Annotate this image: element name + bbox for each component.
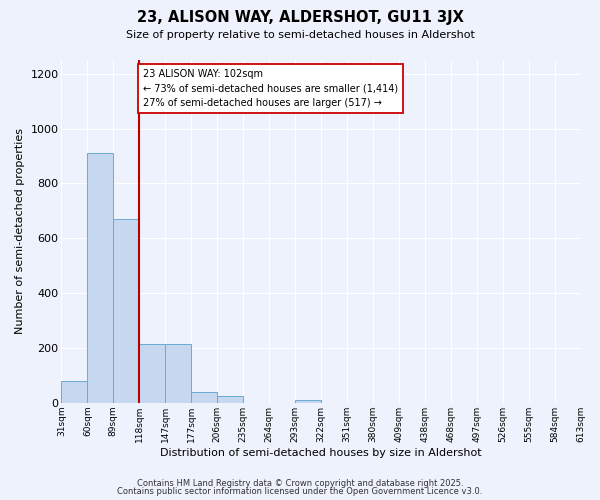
Bar bbox=[191, 392, 217, 403]
Text: Contains public sector information licensed under the Open Government Licence v3: Contains public sector information licen… bbox=[118, 487, 482, 496]
Bar bbox=[139, 344, 165, 403]
Bar bbox=[165, 344, 191, 403]
Text: 23, ALISON WAY, ALDERSHOT, GU11 3JX: 23, ALISON WAY, ALDERSHOT, GU11 3JX bbox=[137, 10, 463, 25]
Text: Contains HM Land Registry data © Crown copyright and database right 2025.: Contains HM Land Registry data © Crown c… bbox=[137, 478, 463, 488]
Y-axis label: Number of semi-detached properties: Number of semi-detached properties bbox=[15, 128, 25, 334]
Text: Size of property relative to semi-detached houses in Aldershot: Size of property relative to semi-detach… bbox=[125, 30, 475, 40]
X-axis label: Distribution of semi-detached houses by size in Aldershot: Distribution of semi-detached houses by … bbox=[160, 448, 482, 458]
Bar bbox=[113, 219, 139, 403]
Text: 23 ALISON WAY: 102sqm
← 73% of semi-detached houses are smaller (1,414)
27% of s: 23 ALISON WAY: 102sqm ← 73% of semi-deta… bbox=[143, 68, 398, 108]
Bar bbox=[61, 381, 88, 403]
Bar bbox=[88, 153, 113, 403]
Bar bbox=[295, 400, 321, 403]
Bar bbox=[217, 396, 243, 403]
